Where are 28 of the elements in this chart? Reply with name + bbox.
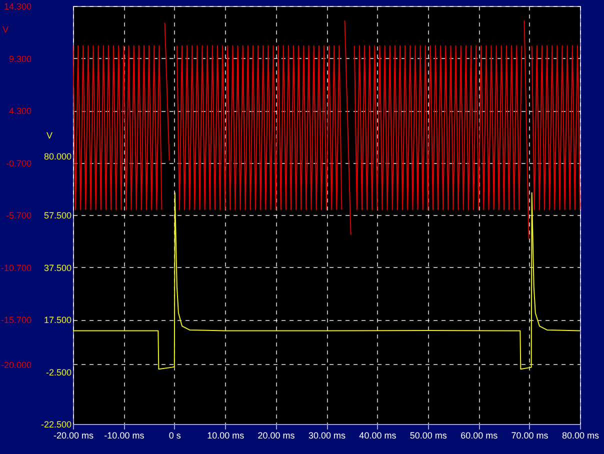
y2-tick-label: -22.500	[40, 420, 72, 430]
x-tick-label: 60.00 ms	[460, 430, 498, 440]
y2-tick-label: 80.000	[44, 152, 72, 162]
y2-tick-label: 57.500	[44, 210, 72, 220]
y2-tick-label: 37.500	[44, 262, 72, 273]
y2-tick-label: 17.500	[44, 315, 72, 325]
y2-tick-label: -2.500	[46, 367, 72, 378]
x-tick-label: 0 s	[168, 430, 182, 440]
line-series	[72, 192, 580, 370]
x-tick-label: 30.00 ms	[308, 430, 346, 440]
y-tick-label: 14.300	[4, 2, 32, 12]
x-tick-label: 40.00 ms	[359, 430, 397, 440]
y-tick-label: -0.700	[6, 158, 32, 168]
x-tick-label: 10.00 ms	[207, 430, 245, 440]
x-tick-label: 20.00 ms	[258, 430, 296, 440]
y-tick-label: -5.700	[6, 210, 32, 220]
y-axis-title: V	[2, 24, 9, 34]
x-tick-label: 80.00 ms	[562, 430, 600, 440]
x-tick-label: -20.00 ms	[53, 430, 94, 440]
y-tick-label: -15.700	[0, 315, 32, 325]
y-tick-label: -20.000	[0, 360, 32, 370]
x-tick-label: -10.00 ms	[104, 430, 145, 440]
y-tick-label: 9.300	[8, 54, 32, 64]
x-tick-label: 50.00 ms	[410, 430, 448, 440]
y2-axis-title: V	[46, 130, 53, 140]
x-tick-label: 70.00 ms	[511, 430, 549, 440]
y-tick-label: 4.300	[8, 106, 32, 116]
y-tick-label: -10.700	[0, 262, 32, 273]
